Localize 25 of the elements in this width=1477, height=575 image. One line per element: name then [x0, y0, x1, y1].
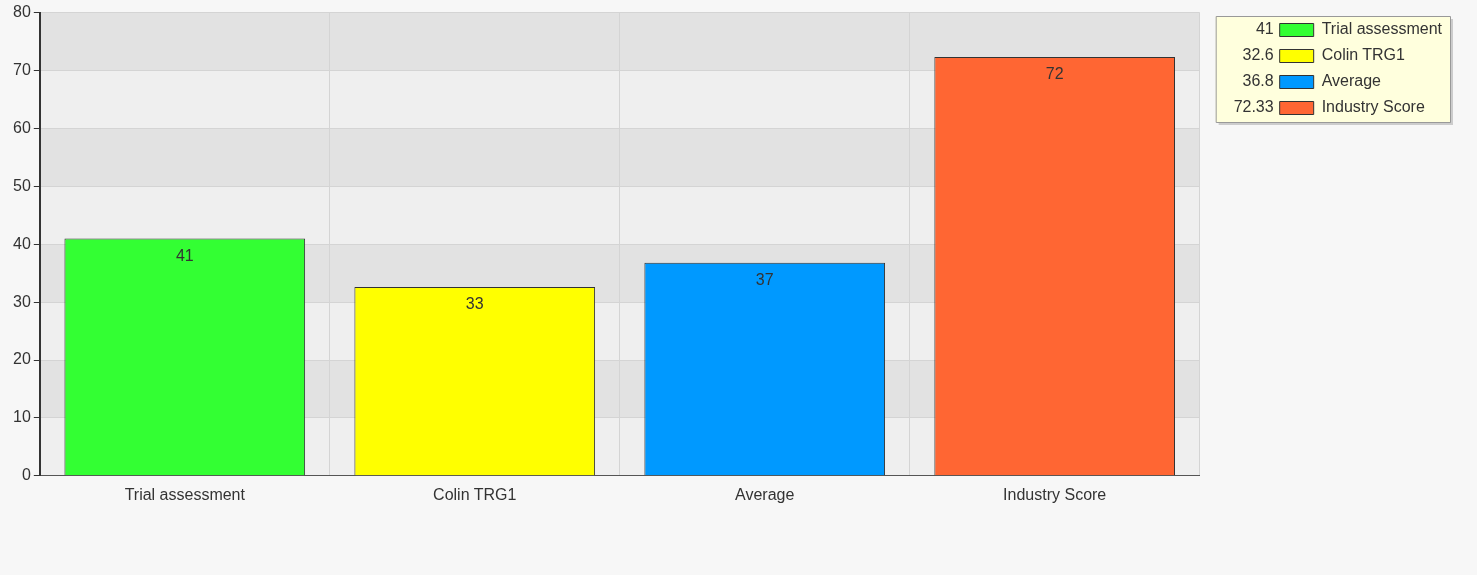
x-tick-label: Colin TRG1: [433, 485, 517, 503]
data-label: 41: [175, 246, 194, 264]
x-tick-label: Average: [735, 485, 795, 503]
y-tick-label: 30: [13, 292, 31, 310]
legend-label: Average: [1321, 72, 1382, 90]
y-tick-label: 20: [13, 350, 31, 368]
legend-label: Colin TRG1: [1321, 46, 1406, 64]
text: 36.8: [1242, 72, 1274, 90]
x-tick-label: Industry Score: [1003, 485, 1107, 503]
legend-label: Industry Score: [1321, 98, 1425, 116]
y-tick-label: 50: [13, 176, 31, 194]
legend-label: Trial assessment: [1321, 20, 1443, 38]
y-tick-label: 0: [21, 466, 31, 484]
y-tick-label: 80: [13, 3, 31, 21]
y-tick-label: 60: [13, 118, 31, 136]
y-tick-label: 70: [13, 60, 31, 78]
data-label: 33: [465, 295, 484, 313]
text: 41: [1255, 20, 1274, 38]
text: 32.6: [1242, 46, 1274, 64]
y-tick-label: 40: [13, 234, 31, 252]
y-tick-label: 10: [13, 408, 31, 426]
data-label: 72: [1045, 65, 1064, 83]
text: 72.33: [1233, 98, 1274, 116]
x-tick-label: Trial assessment: [124, 485, 246, 503]
data-label: 37: [755, 271, 774, 289]
